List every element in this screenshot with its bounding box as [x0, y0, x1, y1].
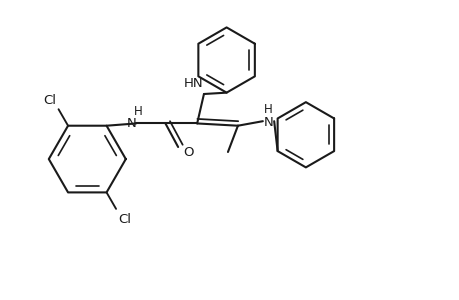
Text: N: N [126, 117, 136, 130]
Text: N: N [263, 116, 273, 129]
Text: O: O [182, 146, 193, 159]
Text: Cl: Cl [118, 212, 131, 226]
Text: H: H [263, 103, 272, 116]
Text: Cl: Cl [43, 94, 56, 107]
Text: HN: HN [184, 77, 203, 90]
Text: H: H [134, 105, 142, 118]
